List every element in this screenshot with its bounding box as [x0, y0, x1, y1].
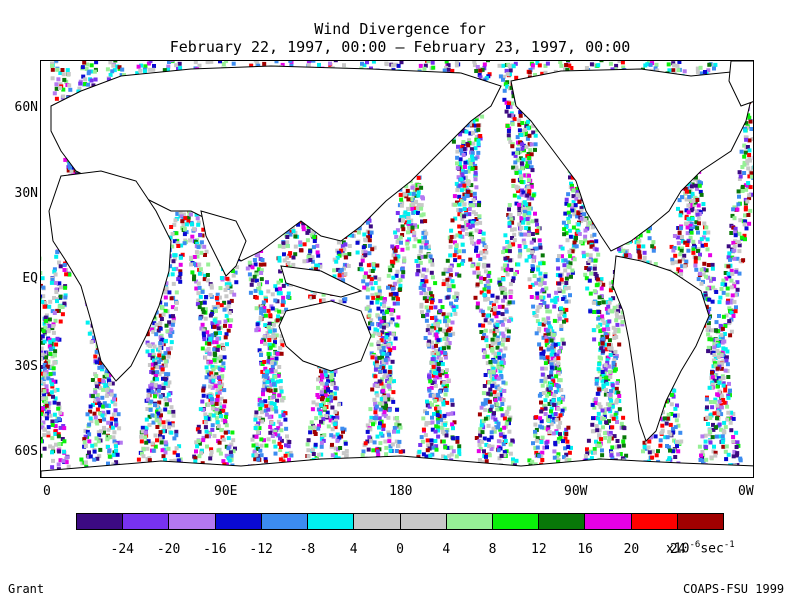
- colorbar-cell: [354, 514, 401, 529]
- lon-label-0w: 0W: [738, 484, 754, 499]
- colorbar-cell: [169, 514, 216, 529]
- colorbar: [76, 513, 724, 530]
- colorbar-tick: -20: [156, 542, 181, 557]
- colorbar-tick: -24: [110, 542, 135, 557]
- lon-label-90e: 90E: [214, 484, 238, 499]
- land-africa: [48, 170, 172, 382]
- colorbar-cell: [77, 514, 124, 529]
- colorbar-cell: [123, 514, 170, 529]
- lat-label-30s: 30S: [14, 359, 38, 374]
- colorbar-cell: [308, 514, 355, 529]
- units-exponent-2: -1: [723, 540, 735, 550]
- land-australia: [278, 300, 372, 372]
- land-south-america: [612, 255, 710, 442]
- land-antarctica: [41, 455, 753, 477]
- land-greenland: [728, 61, 753, 107]
- continents: [41, 61, 753, 477]
- map-title: Wind Divergence for: [314, 20, 486, 38]
- footer-credit: COAPS-FSU 1999: [683, 582, 785, 596]
- colorbar-cell: [539, 514, 586, 529]
- footer-author: Grant: [8, 582, 45, 596]
- units-exponent: -6: [689, 540, 701, 550]
- colorbar-cell: [677, 514, 724, 529]
- land-north-america: [510, 68, 753, 252]
- colorbar-tick: 24: [669, 542, 686, 557]
- colorbar-cell: [400, 514, 447, 529]
- colorbar-tick: 4: [349, 542, 358, 557]
- colorbar-cell: [585, 514, 632, 529]
- lat-label-eq: EQ: [22, 271, 38, 286]
- land-maritime-se-asia: [280, 265, 363, 298]
- colorbar-tick: -8: [299, 542, 316, 557]
- lat-label-30n: 30N: [14, 186, 38, 201]
- wind-divergence-map: [40, 60, 754, 478]
- colorbar-units: x10-6sec-1: [666, 540, 735, 556]
- map-canvas: [41, 61, 753, 477]
- colorbar-cell: [446, 514, 493, 529]
- colorbar-tick: 16: [577, 542, 593, 557]
- colorbar-tick: 20: [623, 542, 640, 557]
- units-sec: sec: [700, 541, 724, 557]
- colorbar-tick: -16: [203, 542, 227, 557]
- colorbar-tick: 12: [531, 542, 547, 557]
- colorbar-cell: [261, 514, 309, 529]
- lon-label-90w: 90W: [564, 484, 588, 499]
- colorbar-tick: 8: [488, 542, 497, 557]
- land-india: [200, 210, 247, 277]
- colorbar-cell: [215, 514, 262, 529]
- map-subtitle-date-range: February 22, 1997, 00:00 – February 23, …: [169, 38, 631, 56]
- colorbar-cell: [492, 514, 540, 529]
- lon-label-180: 180: [389, 484, 413, 499]
- colorbar-cell: [631, 514, 678, 529]
- colorbar-tick: 0: [396, 542, 404, 557]
- colorbar-tick: 4: [442, 542, 451, 557]
- colorbar-tick: -12: [249, 542, 273, 557]
- lat-label-60n: 60N: [14, 100, 38, 115]
- units-prefix: x10: [666, 541, 690, 557]
- lat-label-60s: 60S: [14, 444, 38, 459]
- lon-label-0: 0: [43, 484, 51, 499]
